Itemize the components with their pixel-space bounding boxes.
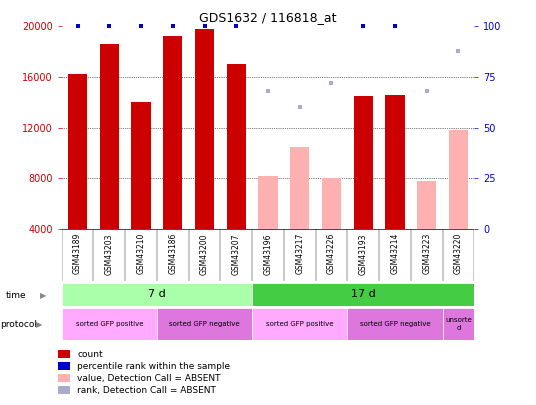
Bar <box>62 283 252 306</box>
Bar <box>449 130 468 229</box>
Bar <box>58 350 70 358</box>
Bar <box>62 308 157 340</box>
Text: GSM43214: GSM43214 <box>391 233 399 275</box>
Text: GSM43196: GSM43196 <box>264 233 272 275</box>
Bar <box>195 29 214 229</box>
Text: GSM43207: GSM43207 <box>232 233 241 275</box>
Text: sorted GFP negative: sorted GFP negative <box>169 321 240 327</box>
Bar <box>443 308 474 340</box>
Bar <box>157 308 252 340</box>
Text: time: time <box>5 291 26 300</box>
Bar <box>131 102 151 229</box>
Bar <box>100 44 119 229</box>
Text: value, Detection Call = ABSENT: value, Detection Call = ABSENT <box>77 374 221 383</box>
Bar <box>68 75 87 229</box>
Text: ▶: ▶ <box>40 291 47 300</box>
Title: GDS1632 / 116818_at: GDS1632 / 116818_at <box>199 11 337 24</box>
Bar <box>58 386 70 394</box>
Text: GSM43203: GSM43203 <box>105 233 114 275</box>
Bar <box>347 308 443 340</box>
Text: sorted GFP negative: sorted GFP negative <box>360 321 430 327</box>
Text: percentile rank within the sample: percentile rank within the sample <box>77 362 230 371</box>
Text: GSM43189: GSM43189 <box>73 233 82 275</box>
Bar <box>417 181 436 229</box>
Text: 17 d: 17 d <box>351 289 376 299</box>
Text: GSM43210: GSM43210 <box>137 233 145 275</box>
Text: count: count <box>77 350 103 359</box>
Text: ▶: ▶ <box>36 320 43 329</box>
Bar <box>385 95 405 229</box>
Text: GSM43186: GSM43186 <box>168 233 177 275</box>
Text: 7 d: 7 d <box>148 289 166 299</box>
Bar <box>354 96 373 229</box>
Text: GSM43226: GSM43226 <box>327 233 336 275</box>
Text: GSM43223: GSM43223 <box>422 233 431 275</box>
Bar <box>163 36 182 229</box>
Text: protocol: protocol <box>1 320 38 329</box>
Text: GSM43220: GSM43220 <box>454 233 463 275</box>
Bar <box>227 64 246 229</box>
Bar <box>58 362 70 370</box>
Text: unsorte
d: unsorte d <box>445 318 472 330</box>
Text: GSM43193: GSM43193 <box>359 233 368 275</box>
Text: sorted GFP positive: sorted GFP positive <box>76 321 143 327</box>
Bar <box>252 308 347 340</box>
Bar <box>252 283 474 306</box>
Bar <box>322 178 341 229</box>
Bar <box>58 374 70 382</box>
Text: sorted GFP positive: sorted GFP positive <box>266 321 333 327</box>
Text: GSM43217: GSM43217 <box>295 233 304 275</box>
Text: GSM43200: GSM43200 <box>200 233 209 275</box>
Bar <box>258 176 278 229</box>
Bar <box>290 147 309 229</box>
Text: rank, Detection Call = ABSENT: rank, Detection Call = ABSENT <box>77 386 216 395</box>
